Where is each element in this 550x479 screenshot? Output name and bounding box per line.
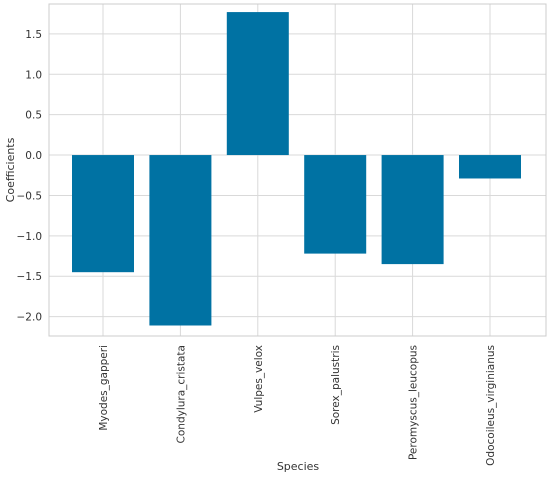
y-tick-label: −1.0: [17, 231, 43, 243]
bar-odocoileus-virginianus: [459, 155, 521, 179]
y-tick-label: 1.5: [25, 29, 42, 41]
x-tick-labels: Myodes_gapperi Condylura_cristata Vulpes_v…: [98, 345, 497, 466]
y-tick-label: −1.5: [17, 271, 43, 283]
x-tick-label: Sorex_palustris: [330, 345, 342, 425]
y-tick-label: −2.0: [17, 312, 43, 324]
plot-frame: [48, 3, 547, 337]
y-axis-label: Coefficients: [4, 137, 17, 202]
y-tick-label: −0.5: [17, 190, 43, 202]
y-tick-label: 0.5: [25, 110, 42, 122]
bars: [72, 12, 521, 326]
bar-myodes-gapperi: [72, 155, 134, 273]
bar-vulpes-velox: [226, 12, 289, 156]
bar-condylura-cristata: [149, 155, 212, 326]
x-tick-label: Odocoileus_virginianus: [485, 345, 497, 466]
x-tick-label: Myodes_gapperi: [98, 345, 110, 431]
y-tick-label: 1.0: [25, 69, 42, 81]
bar-sorex-palustris: [304, 155, 367, 254]
x-axis-label: Species: [277, 460, 320, 473]
x-tick-label: Peromyscus_leucopus: [408, 345, 420, 460]
x-tick-label: Condylura_cristata: [175, 345, 187, 443]
bar-peromyscus-leucopus: [381, 155, 444, 265]
y-tick-label: 0.0: [25, 150, 42, 162]
x-tick-label: Vulpes_velox: [253, 345, 265, 413]
y-tick-labels: −2.0 −1.5 −1.0 −0.5 0.0 0.5 1.0 1.5: [17, 29, 43, 324]
